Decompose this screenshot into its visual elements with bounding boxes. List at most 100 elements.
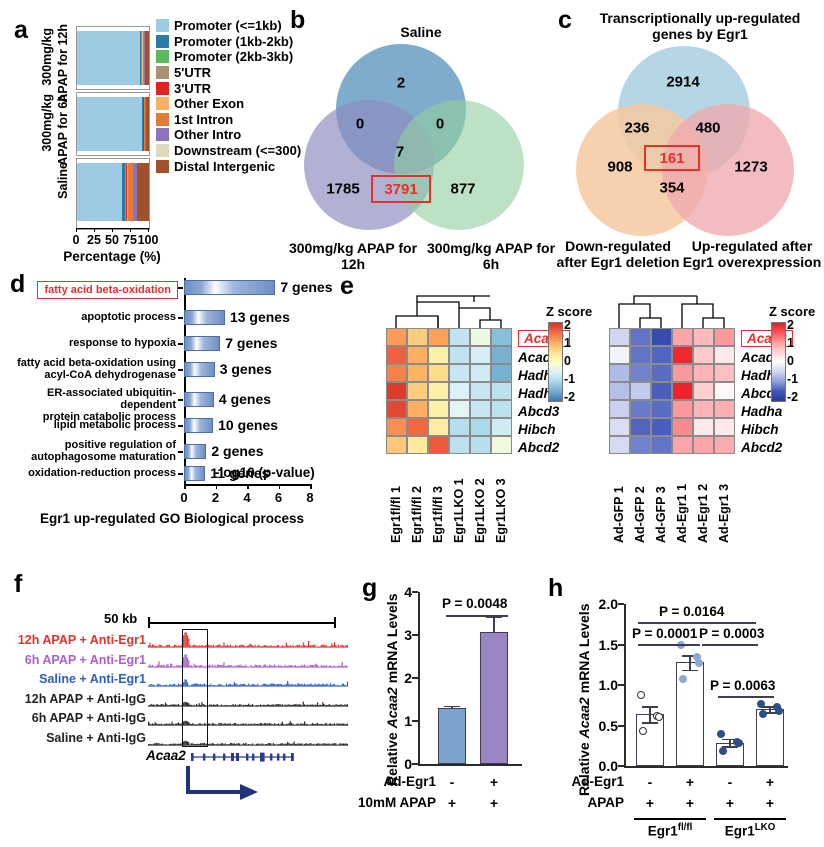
panel-e-label: e: [340, 272, 354, 300]
heatmap-cell: [449, 418, 470, 436]
go-tick: [178, 343, 183, 345]
heatmap-cell: [491, 346, 512, 364]
data-point: [735, 738, 743, 747]
go-bar: [184, 418, 214, 433]
xtick: [148, 228, 149, 232]
legend-item: 5'UTR: [156, 65, 301, 81]
heatmap-cell: [630, 364, 651, 382]
track-signal: [148, 632, 348, 647]
heatmap-col-label: Ad-GFP 1: [612, 486, 626, 543]
heatmap-col-label: Egr1LKO 3: [494, 478, 508, 543]
panel-a-bar-saline: [76, 158, 150, 230]
heatmap-cell: [407, 418, 428, 436]
panel-c-venn: 2914 236 480 908 1273 354 161: [556, 0, 824, 268]
data-point: [717, 730, 725, 739]
error-bar: [649, 706, 651, 723]
track-label: Saline + Anti-Egr1: [39, 672, 146, 686]
legend-swatch: [156, 66, 169, 80]
panel-a-ylabel-saline: Saline: [56, 162, 70, 199]
go-gene-count: 11 genes: [210, 465, 270, 481]
error-bar: [769, 706, 771, 713]
ytick-label: 1.5: [598, 636, 618, 653]
venn-c-top-left: 236: [624, 119, 650, 137]
go-term: fatty acid beta-oxidation using acyl-CoA …: [0, 357, 176, 381]
heatmap-cell: [386, 382, 407, 400]
go-gene-count: 2 genes: [211, 443, 264, 459]
heatmap-cell: [651, 418, 672, 436]
ytick-label: 0: [404, 756, 412, 772]
panel-a-bar-12h: [76, 26, 150, 90]
ytick-label: 4: [404, 584, 412, 600]
condition-row-label: 10mM APAP: [358, 795, 437, 810]
heatmap-cell: [714, 418, 735, 436]
panel-f-tss-arrow: [186, 766, 258, 800]
condition-symbol: -: [727, 774, 733, 790]
legend-label: Promoter (2kb-3kb): [174, 49, 294, 65]
panel-d-axis-caption: -log10 (p-value): [215, 465, 315, 480]
stack-segment: [144, 31, 146, 85]
go-gene-count: 4 genes: [218, 391, 272, 407]
legend-item: Promoter (1kb-2kb): [156, 34, 301, 50]
heatmap-cell: [386, 346, 407, 364]
venn-c-left-right: 354: [659, 179, 685, 197]
panel-c-right-label-2: Egr1 overexpression: [682, 254, 822, 270]
condition-symbol: +: [765, 774, 775, 790]
stack-segment: [124, 163, 126, 221]
go-term-line: lipid metabolic process: [53, 419, 176, 431]
go-tick: [178, 473, 183, 475]
heatmap-cell: [428, 328, 449, 346]
panel-g-xaxis: [418, 764, 522, 766]
panel-a-legend: Promoter (<=1kb) Promoter (1kb-2kb) Promot…: [156, 18, 301, 174]
legend-label: Other Exon: [174, 96, 245, 112]
track-label: 6h APAP + Anti-Egr1: [24, 652, 146, 667]
heatmap-cell: [672, 418, 693, 436]
panel-e-dendrogram-right: [618, 295, 725, 328]
stack-segment: [77, 163, 122, 221]
heatmap-row-label: Abcd3: [518, 404, 560, 419]
data-point: [759, 710, 767, 719]
xtick: [130, 228, 131, 232]
track-signal: [148, 740, 348, 745]
heatmap-cell: [651, 346, 672, 364]
xtick: [278, 484, 280, 489]
panel-f-label: f: [14, 570, 23, 598]
stack-segment: [121, 163, 125, 221]
go-bar: [184, 392, 214, 407]
heatmap-cell: [470, 382, 491, 400]
panel-f: f 50 kb 12h APAP + Anti-Egr1 6h APAP + An…: [0, 560, 358, 847]
go-term-line: fatty acid beta-oxidation using: [17, 357, 176, 369]
panel-a-ylabel-12h-2: APAP for 12h: [56, 24, 70, 103]
legend-label: Promoter (<=1kb): [174, 18, 282, 34]
panel-b-venn: 2 0 0 7 1785 877 3791: [288, 0, 554, 268]
condition-row-label: Ad-Egr1: [571, 774, 624, 789]
error-cap: [722, 738, 738, 741]
go-bar: [184, 280, 276, 295]
go-bar: [184, 336, 221, 351]
panel-h-label: h: [548, 574, 564, 602]
error-bar: [689, 655, 691, 670]
panel-c-right-label-1: Up-regulated after: [691, 238, 813, 254]
legend-item: Promoter (<=1kb): [156, 18, 301, 34]
track-baseline: [148, 744, 348, 746]
heatmap-cell: [672, 436, 693, 454]
heatmap-cell: [693, 418, 714, 436]
heatmap-col-label: Egr1LKO 1: [452, 478, 466, 543]
ytick-label: 3: [404, 627, 412, 643]
heatmap-cell: [693, 436, 714, 454]
panel-e-heatmap-right: [609, 328, 735, 454]
colorbar-tick: 1: [787, 336, 794, 350]
group-label-main: Egr1: [724, 823, 755, 839]
heatmap-cell: [630, 328, 651, 346]
xtick-label: 0: [72, 233, 80, 247]
go-term-highlight: fatty acid beta-oxidation: [37, 281, 178, 299]
group-label: Egr1fl/fl: [648, 822, 693, 839]
colorbar-tick: -2: [787, 390, 799, 404]
heatmap-cell: [386, 364, 407, 382]
condition-symbol: +: [725, 795, 735, 811]
xtick-label: 8: [306, 490, 314, 505]
bar: [438, 708, 466, 764]
error-cap: [682, 655, 698, 657]
stack-segment: [144, 97, 145, 151]
heatmap-cell: [630, 346, 651, 364]
heatmap-cell: [428, 364, 449, 382]
